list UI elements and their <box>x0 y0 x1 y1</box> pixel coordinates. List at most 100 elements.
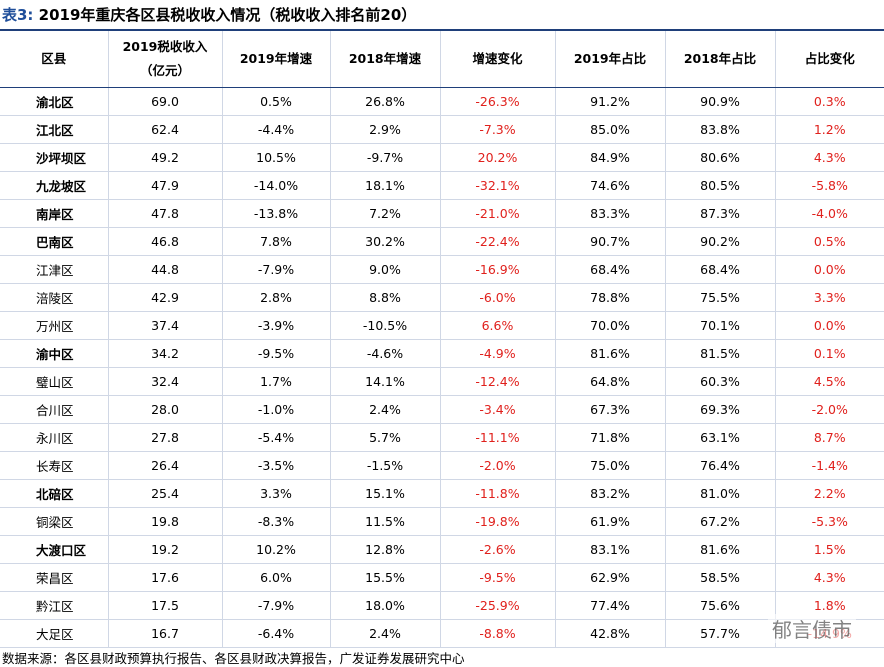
table-cell: 68.4% <box>665 255 776 284</box>
table-cell: 0.0% <box>775 311 884 340</box>
district-name: 黔江区 <box>0 591 109 620</box>
header-cell: 2019税收收入 （亿元） <box>108 30 223 88</box>
table-cell: 47.8 <box>108 199 223 228</box>
table-cell: 62.4 <box>108 115 223 144</box>
table-cell: 28.0 <box>108 395 223 424</box>
table-row: 江津区 44.8 -7.9% 9.0% -16.9% 68.4% 68.4% 0.0% <box>0 255 884 284</box>
table-cell: 47.9 <box>108 171 223 200</box>
district-name: 大渡口区 <box>0 535 109 564</box>
table-cell: 81.6% <box>555 339 666 368</box>
table-cell: -14.0% <box>222 171 331 200</box>
table-cell: 62.9% <box>555 563 666 592</box>
table-cell: -1.5% <box>330 451 441 480</box>
table-cell: 25.4 <box>108 479 223 508</box>
table-cell: -8.3% <box>222 507 331 536</box>
table-cell: 30.2% <box>330 227 441 256</box>
table-cell: 64.8% <box>555 367 666 396</box>
table-cell: 85.0% <box>555 115 666 144</box>
table-row: 涪陵区 42.9 2.8% 8.8% -6.0% 78.8% 75.5% 3.3% <box>0 283 884 312</box>
table-cell: 1.5% <box>775 535 884 564</box>
table-body: 渝北区 69.0 0.5% 26.8% -26.3% 91.2% 90.9% 0.3% 江北区 6… <box>0 87 884 648</box>
table-title: 表3: 2019年重庆各区县税收收入情况（税收收入排名前20） <box>2 4 416 25</box>
table-cell: 6.6% <box>440 311 556 340</box>
district-name: 万州区 <box>0 311 109 340</box>
table-cell: 11.5% <box>330 507 441 536</box>
table-cell: 90.9% <box>665 87 776 116</box>
table-cell: 70.0% <box>555 311 666 340</box>
table-cell: -13.8% <box>222 199 331 228</box>
table-cell: -26.3% <box>440 87 556 116</box>
table-row: 合川区 28.0 -1.0% 2.4% -3.4% 67.3% 69.3% -2.0% <box>0 395 884 424</box>
table-cell: -7.3% <box>440 115 556 144</box>
table-cell: 19.2 <box>108 535 223 564</box>
table-cell: 18.0% <box>330 591 441 620</box>
table-row: 北碚区 25.4 3.3% 15.1% -11.8% 83.2% 81.0% 2.2% <box>0 479 884 508</box>
table-cell: -25.9% <box>440 591 556 620</box>
table-cell: 77.4% <box>555 591 666 620</box>
table-cell: 4.3% <box>775 143 884 172</box>
table-cell: 80.6% <box>665 143 776 172</box>
table-cell: 90.2% <box>665 227 776 256</box>
district-name: 北碚区 <box>0 479 109 508</box>
table-cell: -19.8% <box>440 507 556 536</box>
table-cell: -5.3% <box>775 507 884 536</box>
district-name: 铜梁区 <box>0 507 109 536</box>
table-cell: 8.8% <box>330 283 441 312</box>
table-cell: 78.8% <box>555 283 666 312</box>
table-row: 大渡口区 19.2 10.2% 12.8% -2.6% 83.1% 81.6% 1.5% <box>0 535 884 564</box>
table-cell: 75.0% <box>555 451 666 480</box>
table-cell: -4.9% <box>440 339 556 368</box>
header-cell: 2018年占比 <box>665 30 776 88</box>
table-cell: 58.5% <box>665 563 776 592</box>
table-cell: 8.7% <box>775 423 884 452</box>
table-cell: 42.9 <box>108 283 223 312</box>
table-cell: 63.1% <box>665 423 776 452</box>
table-cell: -3.4% <box>440 395 556 424</box>
table-cell: 1.7% <box>222 367 331 396</box>
table-row: 铜梁区 19.8 -8.3% 11.5% -19.8% 61.9% 67.2% -5.3% <box>0 507 884 536</box>
title-text: 2019年重庆各区县税收收入情况（税收收入排名前20） <box>38 6 417 24</box>
table-cell: -3.9% <box>222 311 331 340</box>
district-name: 璧山区 <box>0 367 109 396</box>
table-cell: 5.7% <box>330 423 441 452</box>
table-cell: -9.7% <box>330 143 441 172</box>
table-cell: 81.0% <box>665 479 776 508</box>
table-cell: -32.1% <box>440 171 556 200</box>
table-cell: 67.3% <box>555 395 666 424</box>
table-row: 渝北区 69.0 0.5% 26.8% -26.3% 91.2% 90.9% 0.3% <box>0 87 884 116</box>
district-name: 巴南区 <box>0 227 109 256</box>
table-cell: -5.8% <box>775 171 884 200</box>
header-row: 区县 2019税收收入 （亿元） 2019年增速 2018年增速 增速变化 2019年占比… <box>0 30 884 88</box>
header-cell: 2019年增速 <box>222 30 331 88</box>
table-cell: 16.7 <box>108 619 223 648</box>
table-cell: 0.0% <box>775 255 884 284</box>
table-row: 长寿区 26.4 -3.5% -1.5% -2.0% 75.0% 76.4% -1.4% <box>0 451 884 480</box>
table-cell: 75.6% <box>665 591 776 620</box>
table-cell: 2.4% <box>330 395 441 424</box>
table-cell: 26.4 <box>108 451 223 480</box>
table-cell: 19.8 <box>108 507 223 536</box>
source-note: 数据来源：各区县财政预算执行报告、各区县财政决算报告，广发证券发展研究中心 <box>2 651 465 666</box>
table-cell: 2.2% <box>775 479 884 508</box>
table-cell: -21.0% <box>440 199 556 228</box>
district-name: 江津区 <box>0 255 109 284</box>
table-cell: -7.9% <box>222 255 331 284</box>
table-cell: -9.5% <box>440 563 556 592</box>
table-row: 永川区 27.8 -5.4% 5.7% -11.1% 71.8% 63.1% 8.7% <box>0 423 884 452</box>
table-cell: 26.8% <box>330 87 441 116</box>
table-cell: 2.4% <box>330 619 441 648</box>
table-cell: -9.5% <box>222 339 331 368</box>
table-cell: 61.9% <box>555 507 666 536</box>
table-cell: 84.9% <box>555 143 666 172</box>
table-cell: 17.5 <box>108 591 223 620</box>
table-cell: 7.2% <box>330 199 441 228</box>
table-cell: 4.3% <box>775 563 884 592</box>
table-cell: 4.5% <box>775 367 884 396</box>
table-cell: -11.8% <box>440 479 556 508</box>
table-row: 巴南区 46.8 7.8% 30.2% -22.4% 90.7% 90.2% 0.5% <box>0 227 884 256</box>
table-row: 万州区 37.4 -3.9% -10.5% 6.6% 70.0% 70.1% 0.0% <box>0 311 884 340</box>
table-cell: 12.8% <box>330 535 441 564</box>
table-cell: -2.0% <box>440 451 556 480</box>
table-cell: -10.5% <box>330 311 441 340</box>
